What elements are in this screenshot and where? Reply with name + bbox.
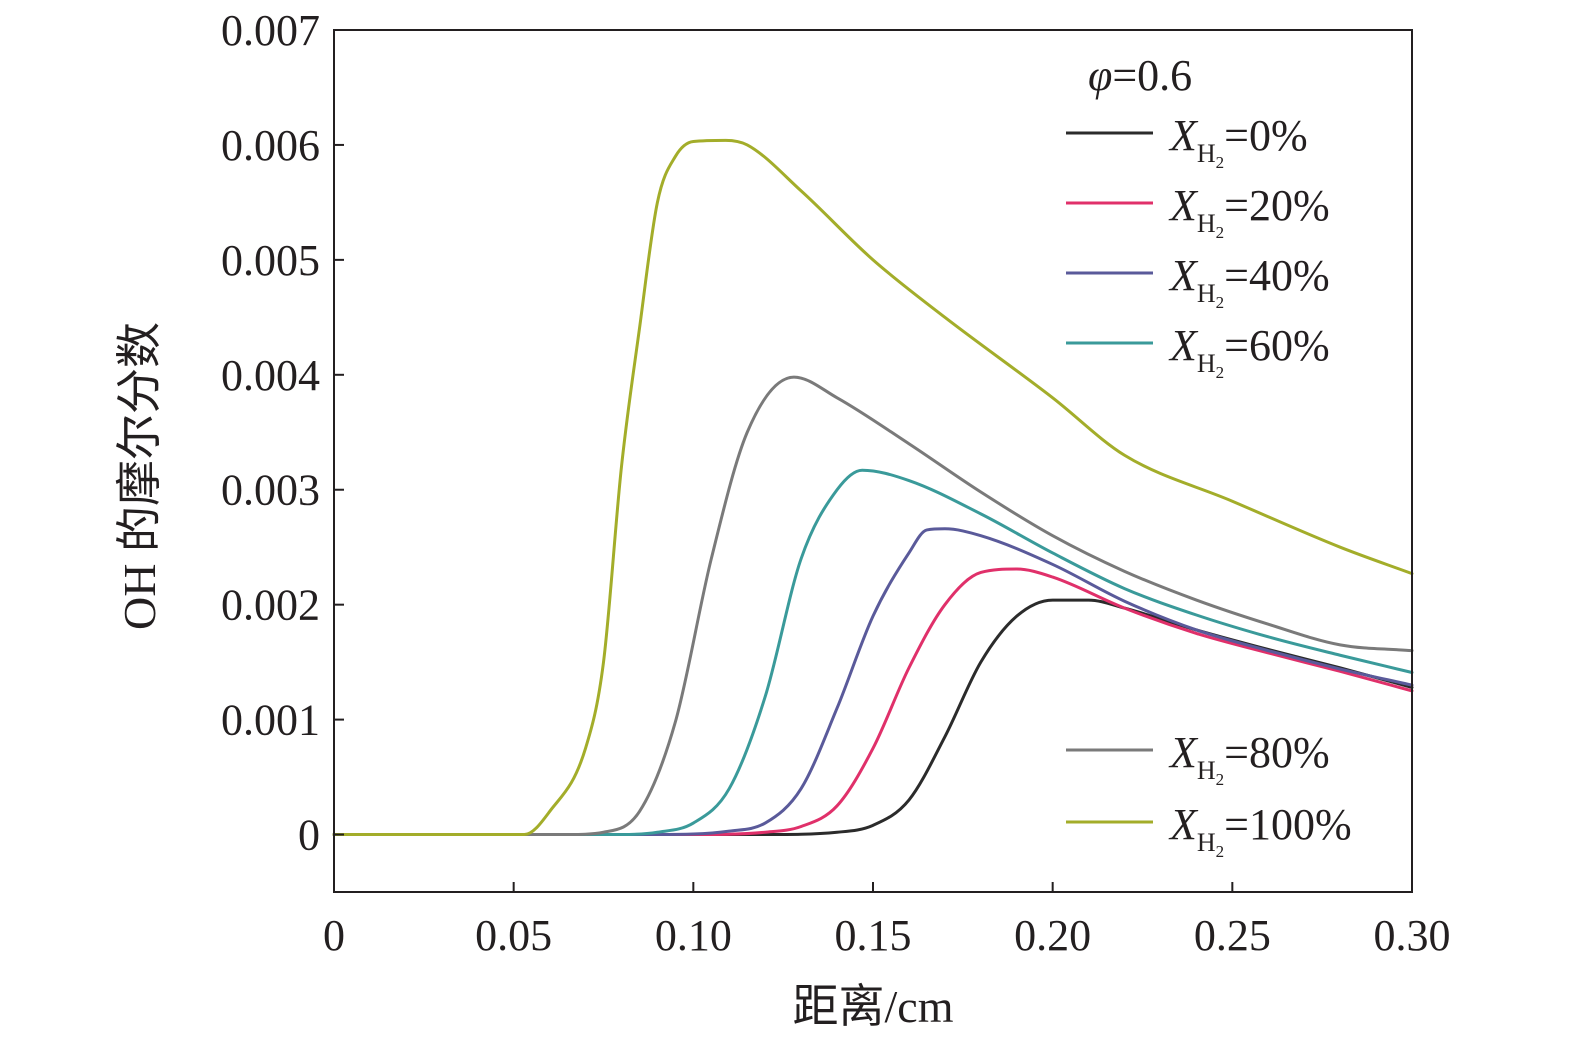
legend-title-value: =0.6 bbox=[1112, 51, 1192, 100]
legend-entry-4: XH2=80% bbox=[1168, 728, 1330, 789]
legend-title-symbol: φ bbox=[1088, 51, 1112, 100]
legend-title: φ=0.6 bbox=[1088, 51, 1192, 100]
x-tick-label: 0.15 bbox=[835, 911, 912, 960]
legend-entry-5: XH2=100% bbox=[1168, 800, 1352, 861]
legend-entry-1: XH2=20% bbox=[1168, 181, 1330, 242]
y-tick-label: 0.001 bbox=[221, 696, 320, 745]
x-axis-title: 距离/cm bbox=[793, 981, 954, 1032]
y-tick-label: 0.003 bbox=[221, 466, 320, 515]
x-tick-label: 0.30 bbox=[1374, 911, 1451, 960]
series-line-5 bbox=[332, 138, 1414, 837]
legend-entry-3: XH2=60% bbox=[1168, 321, 1330, 382]
y-tick-label: 0.002 bbox=[221, 581, 320, 630]
series-line-4 bbox=[332, 375, 1414, 837]
y-axis-title: OH 的摩尔分数 bbox=[114, 322, 165, 630]
series-line-3 bbox=[332, 468, 1414, 837]
series-line-2 bbox=[332, 527, 1414, 837]
legend-entry-2: XH2=40% bbox=[1168, 251, 1330, 312]
y-tick-label: 0.006 bbox=[221, 121, 320, 170]
y-tick-label: 0.004 bbox=[221, 351, 320, 400]
y-tick-label: 0 bbox=[298, 811, 320, 860]
series-line-1 bbox=[332, 567, 1414, 837]
y-axis: 0 0.001 0.002 0.003 0.004 0.005 0.006 0.007 bbox=[221, 6, 344, 860]
y-tick-label: 0.007 bbox=[221, 6, 320, 55]
x-tick-label: 0.25 bbox=[1194, 911, 1271, 960]
x-tick-label: 0.05 bbox=[475, 911, 552, 960]
legend: φ=0.6 XH2=0% XH2=20% XH2=40% XH2=60% XH2=80%… bbox=[1066, 51, 1352, 861]
x-tick-label: 0.20 bbox=[1014, 911, 1091, 960]
x-tick-label: 0.10 bbox=[655, 911, 732, 960]
x-tick-label: 0 bbox=[323, 911, 345, 960]
y-tick-label: 0.005 bbox=[221, 236, 320, 285]
x-axis: 0 0.05 0.10 0.15 0.20 0.25 0.30 bbox=[323, 882, 1451, 960]
legend-entry-0: XH2=0% bbox=[1168, 111, 1308, 172]
plot-lines bbox=[332, 138, 1414, 837]
